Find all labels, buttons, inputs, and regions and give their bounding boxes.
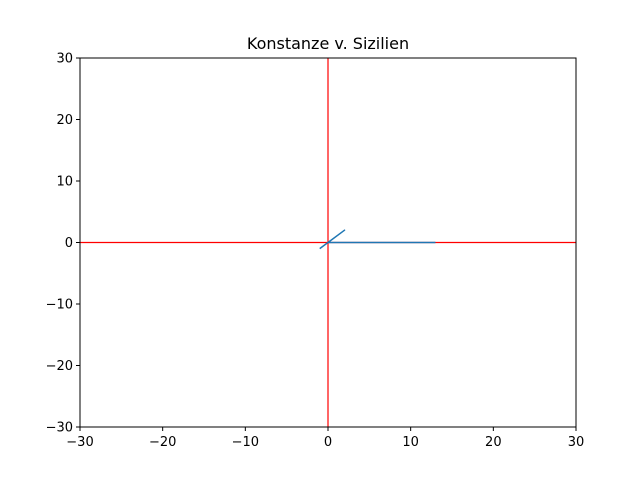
chart-title: Konstanze v. Sizilien bbox=[247, 34, 409, 53]
x-tick-label: −20 bbox=[149, 435, 176, 450]
y-tick-label: 0 bbox=[65, 236, 73, 251]
plot-area: −30 −20 −10 0 10 20 30 −30 −20 −10 0 10 20 30 bbox=[46, 52, 585, 451]
x-tick-label: 10 bbox=[402, 435, 419, 450]
x-tick-label: 0 bbox=[324, 435, 332, 450]
x-tick-label: 20 bbox=[485, 435, 502, 450]
y-tick-label: −10 bbox=[46, 298, 73, 313]
x-tick-label: −30 bbox=[66, 435, 93, 450]
y-tick-label: −30 bbox=[46, 421, 73, 436]
y-tick-label: 30 bbox=[56, 52, 73, 67]
x-tick-label: 30 bbox=[568, 435, 585, 450]
y-tick-label: 20 bbox=[56, 113, 73, 128]
series-line bbox=[319, 229, 436, 250]
y-tick-label: 10 bbox=[56, 175, 73, 190]
x-tick-label: −10 bbox=[232, 435, 259, 450]
y-tick-label: −20 bbox=[46, 359, 73, 374]
